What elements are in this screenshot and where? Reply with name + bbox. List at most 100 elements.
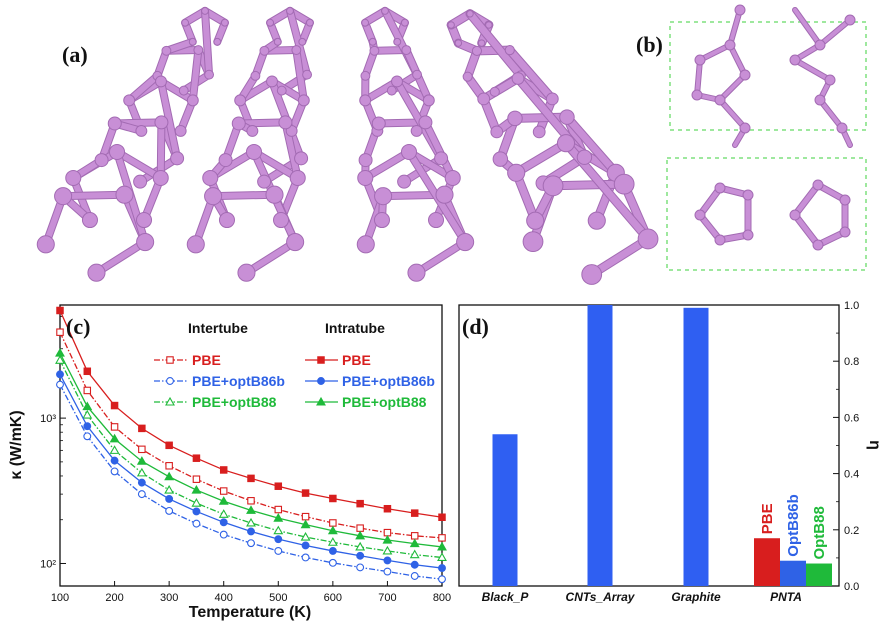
category-label: PNTA [770, 590, 802, 604]
data-point [164, 471, 175, 481]
atom [381, 6, 389, 15]
atom [87, 263, 106, 282]
data-point [383, 528, 392, 537]
series-line [59, 310, 443, 518]
data-point [56, 328, 64, 336]
atom [477, 92, 491, 106]
data-point [136, 456, 147, 465]
data-point [166, 377, 174, 385]
atom [454, 39, 463, 47]
data-point [301, 553, 310, 562]
atom [152, 169, 169, 186]
bond [718, 73, 747, 102]
legend-label: PBE+optB88 [342, 394, 427, 410]
data-point [329, 519, 337, 527]
bar-graphite [683, 307, 709, 586]
data-point [356, 551, 365, 560]
x-tick-label-c: 500 [269, 592, 287, 604]
atom [181, 18, 190, 27]
series-intertube-pbe [56, 328, 446, 542]
atom [302, 69, 313, 80]
atom [276, 85, 287, 96]
x-tick-label-c: 100 [51, 592, 69, 604]
bar-label-pnta: OptB88 [811, 506, 828, 559]
y-axis-label-c: κ (W/mK) [8, 410, 25, 479]
category-label: CNTs_Array [566, 590, 636, 604]
data-point [301, 541, 310, 550]
atom [724, 39, 736, 51]
x-tick-label-c: 600 [324, 592, 342, 604]
data-point [410, 532, 419, 540]
data-point [437, 541, 447, 551]
y-tick-label-d: 1.0 [844, 300, 859, 312]
data-point [192, 519, 201, 528]
data-point [82, 409, 93, 419]
data-point [247, 474, 255, 483]
atom [734, 4, 746, 16]
data-point [192, 507, 201, 516]
bond [362, 78, 400, 104]
atom [545, 92, 559, 106]
atom [637, 228, 659, 250]
data-point [410, 560, 419, 569]
data-point [382, 534, 393, 544]
atom [466, 10, 474, 18]
atom [507, 110, 523, 127]
atom [161, 45, 172, 56]
data-point [219, 466, 228, 474]
data-point [383, 567, 392, 576]
atom [201, 6, 209, 15]
data-point [274, 505, 283, 514]
atom [400, 18, 409, 27]
bond [466, 10, 525, 79]
data-point [55, 348, 65, 357]
data-point [301, 489, 310, 497]
bar-label-pnta: PBE [759, 503, 776, 534]
atom [386, 85, 397, 96]
panel-a: (a) [36, 6, 659, 285]
bond [251, 148, 301, 181]
bond [157, 119, 165, 181]
atom [485, 21, 493, 29]
data-point [219, 487, 228, 495]
x-tick-label-c: 200 [105, 592, 123, 604]
atom [115, 185, 134, 204]
data-point [327, 537, 338, 546]
atom [371, 116, 386, 131]
atom [391, 75, 403, 88]
series-intertube-pbe-optb86b [56, 380, 446, 584]
atom [136, 233, 155, 252]
atom [218, 153, 233, 168]
data-point [166, 356, 174, 364]
atom [155, 75, 167, 88]
atom [188, 37, 197, 46]
atom [213, 37, 222, 46]
legend-c: Intertube Intratube PBE PBE+optB86b PBE+optB… [154, 320, 435, 410]
data-point [356, 499, 364, 508]
atom [297, 94, 310, 107]
bond [189, 47, 202, 104]
y-tick-label-d: 0.4 [844, 469, 859, 481]
data-point [83, 432, 92, 441]
legend-header-intratube: Intratube [325, 320, 385, 336]
data-point [246, 517, 256, 527]
atom [65, 169, 82, 186]
atom [559, 109, 575, 125]
legend-label: PBE+optB88 [192, 394, 277, 410]
legend-label: PBE [192, 352, 221, 368]
atom [694, 54, 706, 66]
atom [250, 70, 261, 81]
atom [489, 86, 500, 97]
x-tick-label-c: 700 [378, 592, 396, 604]
atom [401, 45, 412, 55]
atom [839, 226, 851, 238]
atom [81, 212, 98, 229]
molecule-structures-b [691, 4, 856, 251]
bond [792, 212, 821, 248]
bond [698, 43, 732, 62]
x-tick-label-c: 800 [433, 592, 451, 604]
data-point [273, 513, 284, 522]
data-point [109, 433, 120, 443]
legend-label: PBE+optB86b [192, 373, 285, 389]
atom [273, 37, 282, 46]
